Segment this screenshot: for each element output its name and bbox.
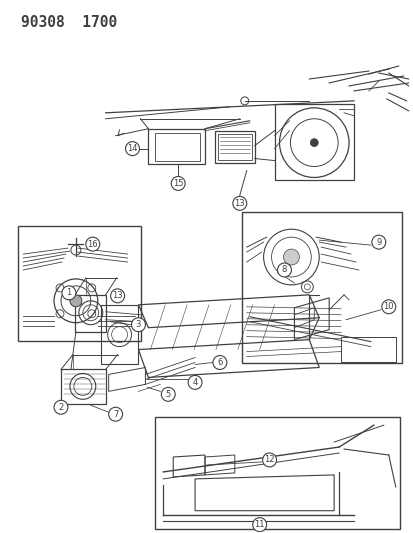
- Circle shape: [70, 295, 82, 307]
- Text: 12: 12: [263, 456, 274, 464]
- Text: 13: 13: [112, 292, 123, 301]
- Text: 2: 2: [58, 403, 64, 412]
- Text: 90308  1700: 90308 1700: [21, 15, 117, 30]
- Circle shape: [371, 235, 385, 249]
- Circle shape: [188, 375, 202, 389]
- Text: 16: 16: [87, 240, 98, 248]
- Circle shape: [232, 196, 246, 211]
- Text: 9: 9: [375, 238, 380, 247]
- Bar: [18, 226, 141, 341]
- Circle shape: [283, 249, 299, 265]
- Circle shape: [277, 263, 291, 277]
- Text: 3: 3: [135, 320, 141, 329]
- Circle shape: [62, 286, 76, 300]
- Bar: [241, 212, 401, 364]
- Circle shape: [381, 300, 395, 314]
- Text: 15: 15: [173, 179, 183, 188]
- Text: 6: 6: [217, 358, 222, 367]
- Circle shape: [54, 400, 68, 414]
- Text: 5: 5: [165, 390, 171, 399]
- Circle shape: [161, 387, 175, 401]
- Circle shape: [125, 142, 139, 156]
- Circle shape: [85, 237, 100, 251]
- Text: 10: 10: [382, 302, 393, 311]
- Text: 13: 13: [234, 199, 244, 208]
- Circle shape: [171, 176, 185, 190]
- Text: 11: 11: [254, 520, 264, 529]
- Circle shape: [262, 453, 276, 467]
- Circle shape: [110, 289, 124, 303]
- Text: 8: 8: [281, 265, 287, 274]
- Circle shape: [212, 356, 226, 369]
- Circle shape: [108, 407, 122, 421]
- Bar: [155, 417, 399, 529]
- Text: 7: 7: [113, 410, 118, 419]
- Circle shape: [310, 139, 318, 147]
- Text: 4: 4: [192, 378, 197, 387]
- Circle shape: [131, 318, 145, 332]
- Circle shape: [252, 518, 266, 531]
- Text: 14: 14: [127, 144, 138, 153]
- Text: 1: 1: [66, 288, 71, 297]
